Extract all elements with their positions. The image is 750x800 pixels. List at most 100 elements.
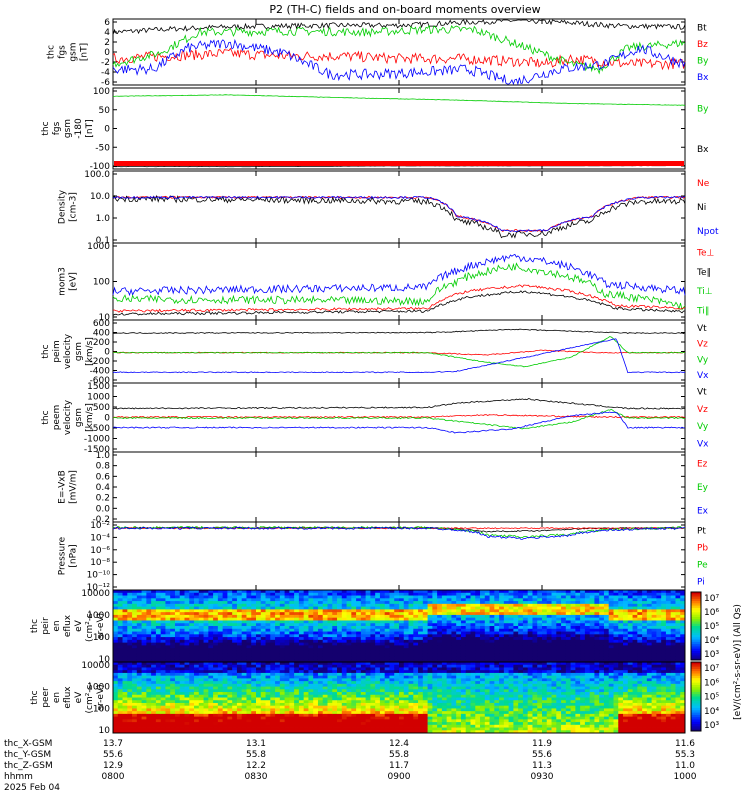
heatmap-cell [194, 614, 200, 619]
heatmap-cell [251, 730, 257, 734]
heatmap-cell [236, 612, 243, 616]
heatmap-cell [427, 659, 433, 663]
heatmap-cell [122, 672, 128, 677]
heatmap-cell [618, 637, 624, 641]
heatmap-cell [599, 601, 605, 605]
heatmap-cell [136, 628, 142, 632]
heatmap-cell [561, 653, 567, 657]
heatmap-cell [127, 623, 133, 627]
heatmap-cell [232, 711, 238, 715]
heatmap-cell [151, 631, 157, 635]
heatmap-cell [322, 612, 328, 616]
heatmap-cell [260, 620, 266, 624]
heatmap-cell [632, 659, 638, 663]
heatmap-cell [127, 727, 133, 731]
heatmap-cell [217, 637, 224, 641]
heatmap-cell [341, 645, 347, 649]
heatmap-cell [117, 692, 123, 696]
heatmap-cell [303, 675, 309, 679]
heatmap-cell [260, 730, 266, 734]
heatmap-cell [389, 623, 395, 627]
legend-label: Pb [697, 544, 708, 554]
heatmap-cell [132, 620, 138, 624]
heatmap-cell [165, 730, 171, 734]
heatmap-cell [646, 634, 653, 638]
heatmap-cell [132, 664, 138, 668]
heatmap-cell [298, 595, 305, 599]
heatmap-cell [656, 639, 662, 644]
heatmap-cell [279, 639, 285, 644]
heatmap-cell [427, 609, 433, 613]
heatmap-cell [160, 694, 166, 698]
heatmap-cell [246, 689, 252, 693]
y-axis-label: eV [74, 619, 84, 632]
heatmap-cell [298, 637, 305, 641]
heatmap-cell [179, 601, 185, 605]
heatmap-cell [256, 617, 262, 621]
heatmap-cell [480, 639, 486, 644]
heatmap-cell [303, 727, 309, 731]
heatmap-cell [356, 617, 362, 621]
heatmap-cell [117, 614, 123, 619]
heatmap-cell [346, 614, 352, 619]
heatmap-cell [179, 614, 185, 619]
heatmap-cell [236, 614, 243, 619]
heatmap-cell [341, 697, 347, 701]
heatmap-cell [556, 595, 562, 599]
heatmap-cell [284, 662, 290, 666]
heatmap-cell [165, 656, 171, 660]
heatmap-cell [499, 606, 505, 610]
legend-label: Ti⊥ [696, 287, 713, 297]
heatmap-cell [603, 601, 610, 605]
heatmap-cell [642, 650, 648, 655]
heatmap-cell [222, 650, 228, 655]
heatmap-cell [637, 612, 643, 616]
heatmap-cell [394, 617, 400, 621]
heatmap-cell [494, 656, 500, 660]
heatmap-cell [198, 648, 204, 652]
heatmap-cell [503, 634, 510, 638]
heatmap-cell [203, 645, 209, 649]
heatmap-cell [265, 662, 271, 666]
heatmap-cell [608, 656, 614, 660]
heatmap-cell [584, 623, 591, 627]
heatmap-cell [294, 612, 300, 616]
heatmap-cell [651, 659, 657, 663]
heatmap-cell [232, 675, 238, 679]
heatmap-cell [561, 609, 567, 613]
heatmap-cell [642, 642, 648, 646]
heatmap-cell [298, 620, 305, 624]
heatmap-cell [251, 653, 257, 657]
y-tick-label: -600 [90, 376, 111, 386]
heatmap-cell [251, 645, 257, 649]
heatmap-cell [184, 601, 190, 605]
heatmap-cell [113, 708, 119, 712]
heatmap-cell [394, 650, 400, 655]
heatmap-cell [113, 592, 119, 596]
heatmap-cell [141, 620, 147, 624]
heatmap-cell [384, 639, 390, 644]
heatmap-cell [303, 702, 309, 707]
heatmap-cell [513, 601, 519, 605]
heatmap-cell [265, 603, 271, 608]
heatmap-cell [136, 603, 142, 608]
heatmap-cell [456, 642, 462, 646]
heatmap-cell [642, 601, 648, 605]
heatmap-cell [236, 692, 243, 696]
heatmap-cell [270, 623, 276, 627]
heatmap-cell [327, 612, 333, 616]
heatmap-cell [537, 637, 543, 641]
heatmap-cell [275, 664, 281, 668]
heatmap-cell [370, 670, 376, 674]
heatmap-cell [570, 656, 576, 660]
heatmap-cell [241, 664, 247, 668]
heatmap-cell [151, 614, 157, 619]
heatmap-cell [460, 628, 467, 632]
heatmap-cell [117, 617, 123, 621]
heatmap-cell [546, 609, 552, 613]
heatmap-cell [160, 713, 166, 718]
heatmap-cell [627, 592, 633, 596]
heatmap-cell [460, 631, 467, 635]
heatmap-cell [422, 648, 428, 652]
heatmap-cell [270, 617, 276, 621]
